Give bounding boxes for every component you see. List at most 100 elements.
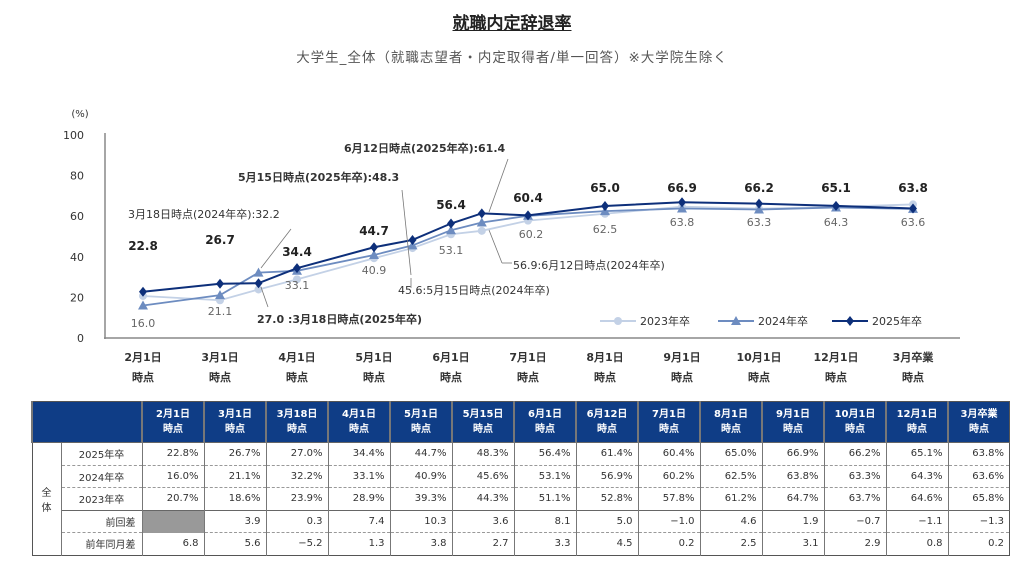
table-cell: 0.2: [637, 532, 700, 555]
data-label-2025: 26.7: [205, 233, 235, 247]
table-cell: 3.3: [513, 532, 576, 555]
column-header: 8月1日 時点: [699, 401, 762, 443]
table-cell: 28.9%: [327, 487, 390, 510]
column-header-label: 9月1日 時点: [776, 409, 810, 435]
data-point: [909, 203, 917, 214]
section-label: 全体: [31, 442, 61, 555]
page-subtitle: 大学生_全体（就職志望者・内定取得者/単一回答）※大学院生除く: [296, 50, 728, 66]
table-cell: 45.6%: [451, 464, 514, 488]
data-label-2025: 66.9: [667, 181, 697, 195]
legend-label: 2024年卒: [758, 314, 808, 328]
table-cell: 65.1%: [885, 442, 948, 465]
column-header-label: 4月1日 時点: [342, 409, 376, 435]
data-label-2025: 22.8: [128, 239, 158, 253]
section-label-text: 全体: [41, 487, 52, 514]
table-cell: 4.6: [699, 509, 762, 533]
data-point: [477, 226, 486, 235]
column-header-label: 12月1日 時点: [896, 409, 938, 435]
table-cell: 3.9: [203, 509, 266, 533]
data-label-2024: 63.3: [747, 216, 772, 229]
table-cell: −0.7: [823, 509, 886, 533]
column-header: 6月12日 時点: [575, 401, 638, 443]
page-title: 就職内定辞退率: [452, 14, 572, 34]
column-header-label: 3月18日 時点: [276, 409, 318, 435]
table-cell: 48.3%: [451, 442, 514, 465]
annotation-label: 3月18日時点(2024年卒):32.2: [128, 207, 280, 221]
column-header: 3月卒業 時点: [947, 401, 1010, 443]
table-cell: 3.1: [761, 532, 824, 555]
x-tick-label: 時点: [671, 370, 693, 384]
series-line-2024年卒: [142, 206, 914, 307]
table-header-row: 2月1日 時点 3月1日 時点 3月18日 時点 4月1日 時点 5月1日 時点 5月15日 時点 6月…: [31, 401, 1010, 443]
data-point: [755, 198, 763, 209]
table-cell: 63.7%: [823, 487, 886, 510]
table-cell: 64.3%: [885, 464, 948, 488]
table-cell: 16.0%: [141, 464, 204, 488]
data-point: [476, 217, 487, 227]
data-point: [408, 234, 417, 245]
table-cell: 63.8%: [947, 442, 1010, 465]
legend-marker: [614, 317, 622, 325]
column-header: 10月1日 時点: [823, 401, 886, 443]
data-table: 2月1日 時点 3月1日 時点 3月18日 時点 4月1日 時点 5月1日 時点 5月15日 時点 6月…: [31, 401, 1010, 556]
table-row: 2024年卒 16.0% 21.1% 32.2% 33.1% 40.9% 45.6% 53.1…: [32, 464, 1010, 488]
x-tick-label: 5月1日: [355, 351, 392, 364]
row-label: 前年同月差: [60, 532, 142, 555]
annotation-label: 6月12日時点(2025年卒):61.4: [344, 141, 506, 155]
x-tick-label: 時点: [517, 370, 539, 384]
data-label-2025: 60.4: [513, 191, 543, 205]
table-row: 前回差 3.9 0.3 7.4 10.3 3.6 8.1 5.0 −1.0 4.6 1.9 −0.7−…: [32, 509, 1010, 533]
x-tick-label: 時点: [902, 370, 924, 384]
leader-line: [260, 286, 269, 308]
table-cell: 56.9%: [575, 464, 638, 488]
data-label-2024: 60.2: [519, 228, 544, 241]
table-cell: 60.4%: [637, 442, 700, 465]
column-header-label: 6月1日 時点: [528, 409, 562, 435]
table-cell: 4.5: [575, 532, 638, 555]
column-header: 4月1日 時点: [327, 401, 390, 443]
x-tick-label: 4月1日: [278, 351, 315, 364]
data-point: [446, 225, 456, 235]
data-point: [447, 218, 455, 229]
table-corner: [31, 401, 142, 443]
table-cell: 61.2%: [699, 487, 762, 510]
table-cell: 22.8%: [141, 442, 204, 465]
x-tick-label: 時点: [748, 370, 770, 384]
table-cell: 40.9%: [389, 464, 452, 488]
data-point: [601, 201, 609, 212]
table-cell: 64.6%: [885, 487, 948, 510]
table-cell: −5.2: [265, 532, 328, 555]
data-point: [370, 242, 378, 253]
x-tick-label: 時点: [363, 370, 385, 384]
column-header-label: 6月12日 時点: [586, 409, 628, 435]
data-point: [477, 208, 486, 219]
table-cell: 52.8%: [575, 487, 638, 510]
table-cell: 60.2%: [637, 464, 700, 488]
x-tick-label: 7月1日: [509, 351, 546, 364]
x-tick-label: 時点: [594, 370, 616, 384]
table-cell: 2.7: [451, 532, 514, 555]
table-cell: 65.8%: [947, 487, 1010, 510]
column-header: 7月1日 時点: [637, 401, 700, 443]
table-cell: −1.1: [885, 509, 948, 533]
table-cell: 1.9: [761, 509, 824, 533]
table-cell: 65.0%: [699, 442, 762, 465]
leader-line: [488, 229, 503, 264]
data-label-2025: 34.4: [282, 245, 312, 259]
data-label-2024: 40.9: [362, 264, 387, 277]
table-cell: 63.6%: [947, 464, 1010, 488]
x-tick-label: 8月1日: [586, 351, 623, 364]
x-tick-label: 時点: [440, 370, 462, 384]
data-point: [139, 286, 147, 297]
table-cell: 63.8%: [761, 464, 824, 488]
table-row: 前年同月差 6.8 5.6 −5.2 1.3 3.8 2.7 3.3 4.5 0.2 2.5 3.1 2…: [32, 532, 1010, 555]
annotation-label: 5月15日時点(2025年卒):48.3: [238, 170, 399, 184]
y-axis-unit: (%): [71, 109, 88, 120]
column-header-label: 7月1日 時点: [652, 409, 686, 435]
y-tick-label: 100: [63, 129, 84, 142]
column-header-label: 10月1日 時点: [834, 409, 876, 435]
annotation-label: 45.6:5月15日時点(2024年卒): [398, 283, 550, 297]
data-label-2024: 53.1: [439, 244, 464, 257]
data-point: [138, 300, 148, 310]
data-point: [754, 204, 764, 214]
